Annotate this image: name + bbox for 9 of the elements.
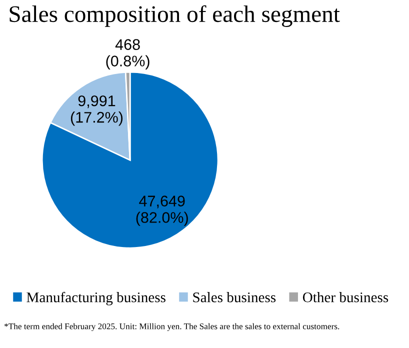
chart-title: Sales composition of each segment <box>10 5 340 27</box>
legend-label: Other business <box>302 292 388 302</box>
pie-slice <box>41 71 219 249</box>
data-label: 9,991 (17.2%) <box>70 95 123 126</box>
legend-label: Manufacturing business <box>26 292 166 306</box>
data-label: 468 (0.8%) <box>106 39 150 70</box>
legend-label: Sales business <box>193 292 276 302</box>
data-label: 47,649 (82.0%) <box>136 196 188 226</box>
text: *The term ended February 2025. Unit: Million yen. The Sales are the sales to external customers. <box>4 323 340 332</box>
